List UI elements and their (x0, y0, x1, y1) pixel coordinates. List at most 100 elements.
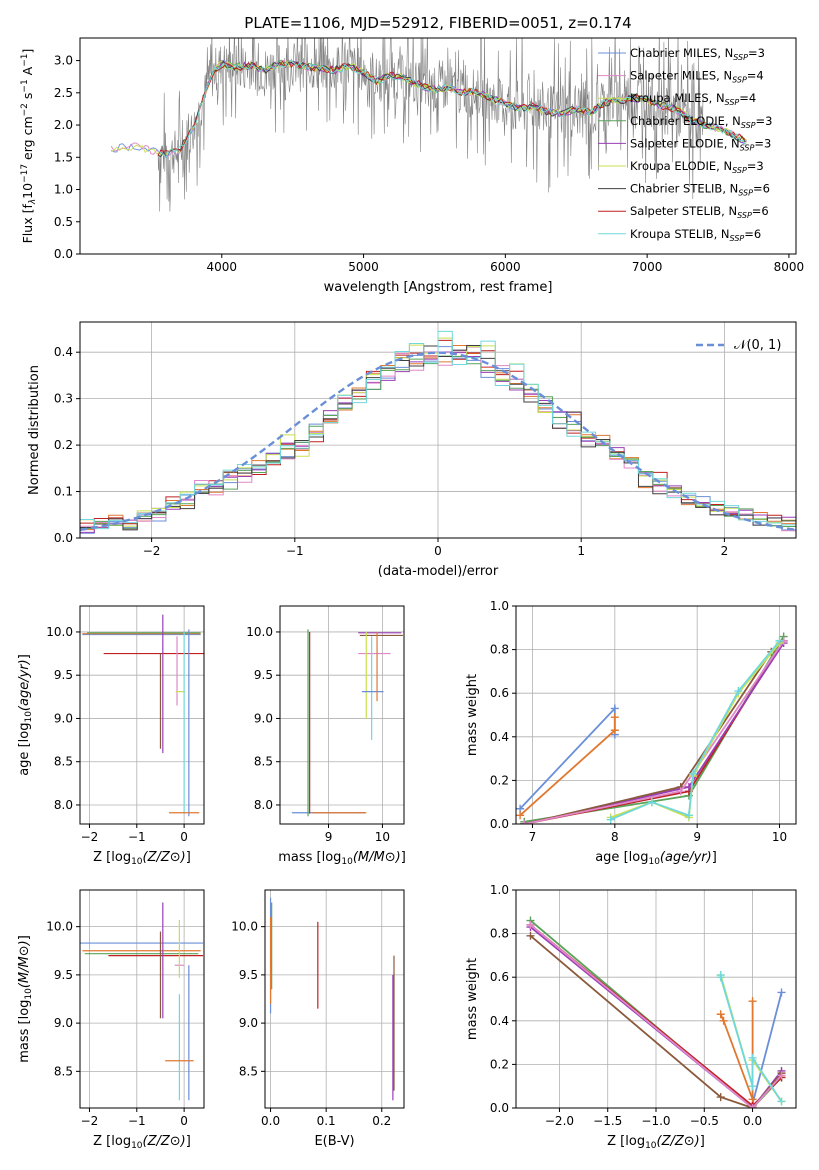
panel-spectrum: Chabrier MILES, NSSP=3 Salpeter MILES, NS… (20, 37, 804, 295)
weight-marker (610, 726, 619, 735)
x-tick-label: 9 (325, 830, 333, 844)
y-axis-label: age [log10(age/yr)] (17, 654, 34, 776)
legend-entry: Salpeter MILES, NSSP=4 (630, 69, 764, 85)
plot-area (80, 330, 796, 538)
legend: 𝒩(0, 1) (696, 338, 781, 353)
weight-marker (684, 811, 693, 820)
x-tick-label: 0.2 (372, 1114, 391, 1128)
x-axis-label: mass [log10(M/M⊙)] (278, 850, 406, 867)
y-tick-label: 0.2 (490, 773, 509, 787)
x-tick-label: −2 (81, 830, 99, 844)
panel-age-vs-mass: 9 10 8.0 8.5 9.0 9.5 10.0 mass [log10(M/M⊙)] (246, 605, 406, 867)
legend-entry: Kroupa STELIB, NSSP=6 (630, 227, 761, 243)
x-tick-label: 0 (180, 830, 188, 844)
legend: Chabrier MILES, NSSP=3 Salpeter MILES, NS… (598, 46, 772, 243)
y-tick-label: 0.8 (490, 927, 509, 941)
legend-entry: Chabrier MILES, NSSP=3 (630, 46, 765, 62)
panel-residuals: 𝒩(0, 1) −2 −1 0 1 2 0.0 0.1 0.2 0.3 0.4 (data-model… (27, 321, 797, 579)
weight-marker (777, 1097, 786, 1106)
y-tick-label: 8.5 (239, 1064, 258, 1078)
x-tick-label: −2 (143, 544, 161, 558)
model-spectrum-line (157, 59, 746, 156)
x-tick-label: −2 (81, 1114, 99, 1128)
y-tick-label: 1.5 (54, 150, 73, 164)
x-tick-label: −1 (128, 830, 146, 844)
axes-frame (79, 605, 205, 825)
panel-massweight-vs-Z: −2.0 −1.5 −1.0 −0.5 0.0 0.0 0.2 0.4 0.6 0.8 1.0 Z [… (465, 883, 797, 1151)
y-tick-label: 0.2 (490, 1057, 509, 1071)
y-tick-label: 9.0 (254, 711, 273, 725)
plot-area (291, 629, 403, 817)
y-tick-label: 8.0 (54, 798, 73, 812)
y-tick-label: 8.5 (54, 1064, 73, 1078)
x-tick-label: 0.0 (743, 1114, 762, 1128)
model-spectrum-line (157, 59, 746, 159)
weight-marker (777, 988, 786, 997)
y-tick-label: 0.6 (490, 970, 509, 984)
panel-massweight-vs-age: 7 8 9 10 0.0 0.2 0.4 0.6 0.8 1.0 age [log10(age/yr… (465, 599, 797, 867)
y-tick-label: 0.4 (490, 730, 509, 744)
weight-line (529, 926, 783, 1108)
weight-line (610, 640, 781, 821)
weight-line (719, 1001, 754, 1100)
observed-spectrum (157, 38, 704, 212)
weight-marker (775, 636, 784, 645)
x-tick-label: 9 (693, 830, 701, 844)
figure-title: PLATE=1106, MJD=52912, FIBERID=0051, z=0… (244, 14, 631, 32)
weight-marker (610, 713, 619, 722)
y-tick-label: 10.0 (46, 625, 73, 639)
weight-marker (748, 1082, 757, 1091)
x-tick-label: −1 (128, 1114, 146, 1128)
panels: Chabrier MILES, NSSP=3 Salpeter MILES, NS… (17, 37, 804, 1151)
x-tick-label: 10 (375, 830, 390, 844)
legend-entry: Kroupa ELODIE, NSSP=3 (630, 159, 764, 175)
y-tick-label: 8.5 (54, 755, 73, 769)
weight-marker (610, 704, 619, 713)
y-tick-label: 0.0 (490, 1101, 509, 1115)
residual-histogram (80, 330, 796, 538)
y-tick-label: 9.5 (54, 968, 73, 982)
x-tick-label: 0.0 (261, 1114, 280, 1128)
weight-marker (748, 997, 757, 1006)
x-tick-label: 8 (611, 830, 619, 844)
legend-entry: Salpeter ELODIE, NSSP=3 (630, 136, 771, 152)
weight-marker (716, 1093, 725, 1102)
axes-frame (79, 889, 205, 1109)
weight-marker (647, 798, 656, 807)
y-tick-label: 10.0 (231, 920, 258, 934)
weight-marker (689, 769, 698, 778)
x-tick-label: 7000 (632, 260, 663, 274)
x-tick-label: −2.0 (545, 1114, 574, 1128)
y-tick-label: 10.0 (46, 920, 73, 934)
x-tick-label: −1.5 (593, 1114, 622, 1128)
y-tick-label: 9.0 (54, 711, 73, 725)
x-tick-label: −1.0 (641, 1114, 670, 1128)
legend-entry: Kroupa MILES, NSSP=4 (630, 91, 756, 107)
gaussian-curve (80, 351, 796, 532)
y-tick-label: 0.4 (490, 1014, 509, 1028)
y-tick-label: 0.8 (490, 643, 509, 657)
x-tick-label: 0.1 (317, 1114, 336, 1128)
panel-mass-vs-EBV: 0.0 0.1 0.2 8.5 9.0 9.5 10.0 E(B-V) (231, 889, 405, 1149)
model-spectrum-line (207, 59, 747, 143)
y-tick-label: 9.5 (239, 968, 258, 982)
x-tick-label: −0.5 (690, 1114, 719, 1128)
weight-marker (777, 1071, 786, 1080)
y-tick-label: 0.5 (54, 215, 73, 229)
panel-age-vs-Z: −2 −1 0 8.0 8.5 9.0 9.5 10.0 Z [log10(Z/Z⊙)] age … (17, 605, 205, 867)
x-axis-label: (data-model)/error (378, 564, 499, 579)
y-tick-label: 0.6 (490, 686, 509, 700)
axes-frame (264, 889, 405, 1109)
axes-frame (279, 605, 405, 825)
y-tick-label: 8.5 (254, 755, 273, 769)
legend-entry: Chabrier STELIB, NSSP=6 (630, 182, 770, 198)
panel-mass-vs-Z: −2 −1 0 8.5 9.0 9.5 10.0 Z [log10(Z/Z⊙)] mass [l… (17, 889, 205, 1151)
weight-line (519, 717, 616, 816)
plot-area (526, 916, 786, 1108)
legend-entry: 𝒩(0, 1) (734, 338, 781, 353)
weight-marker (734, 687, 743, 696)
model-spectrum-line (157, 59, 746, 158)
weight-line (524, 640, 785, 824)
y-axis-label: Flux [fλ10−17 erg cm−2 s−1 A−1] (20, 49, 38, 244)
